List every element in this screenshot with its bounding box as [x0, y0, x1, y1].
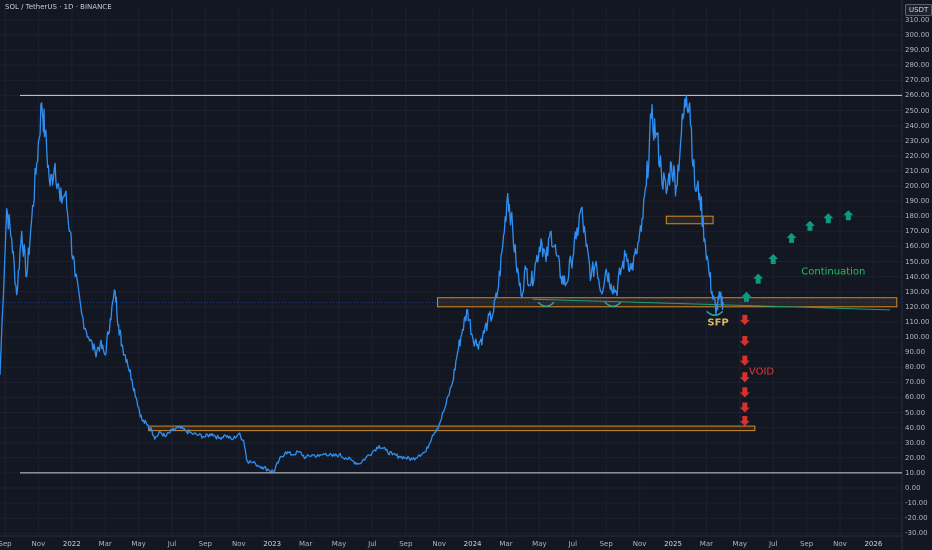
- sfp-arc: [706, 310, 724, 317]
- price-axis-label: 20.00: [905, 453, 926, 462]
- price-axis-label: 90.00: [905, 348, 926, 357]
- price-axis-label: 10.00: [905, 468, 926, 477]
- price-axis-label: 30.00: [905, 438, 926, 447]
- sfp-arc: [537, 301, 555, 308]
- time-axis-label: Nov: [432, 540, 447, 548]
- time-axis-label: May: [532, 540, 547, 548]
- time-axis-label: Sep: [799, 540, 814, 548]
- price-axis-label: 40.00: [905, 423, 926, 432]
- time-axis-label: Jul: [568, 540, 578, 548]
- price-axis-label: 150.00: [905, 257, 930, 266]
- price-axis-label: -10.00: [905, 499, 928, 508]
- time-axis-label: Nov: [31, 540, 46, 548]
- price-axis-label: 270.00: [905, 76, 930, 85]
- currency-badge[interactable]: USDT: [905, 4, 932, 16]
- price-axis-label: 230.00: [905, 136, 930, 145]
- bullish-arrow: [753, 273, 764, 284]
- price-axis-label: 300.00: [905, 31, 930, 39]
- time-axis-label: Mar: [98, 540, 112, 548]
- time-axis-label: Mar: [699, 540, 713, 548]
- time-axis-label: Nov: [231, 540, 246, 548]
- trend-line: [532, 298, 891, 311]
- price-axis-label: 250.00: [905, 106, 930, 115]
- sfp-arc: [604, 301, 622, 308]
- bearish-arrow: [739, 336, 750, 347]
- support-zone: [148, 425, 756, 432]
- sfp-label: SFP: [707, 317, 729, 329]
- time-axis-label: 2023: [263, 540, 282, 548]
- price-axis-label: 170.00: [905, 227, 930, 236]
- price-axis-label: 310.00: [905, 15, 930, 24]
- price-axis-label: 120.00: [905, 302, 930, 311]
- time-axis-label: Jul: [167, 540, 177, 548]
- time-axis-label: Mar: [298, 540, 313, 548]
- support-zone: [665, 215, 714, 225]
- bullish-arrow: [804, 220, 815, 231]
- time-axis-label: 2024: [463, 540, 482, 548]
- bullish-arrow: [741, 291, 752, 302]
- price-axis-label: 80.00: [905, 363, 926, 372]
- grid: [0, 8, 902, 536]
- price-axis-label: 290.00: [905, 46, 930, 55]
- time-axis-label: 2022: [62, 540, 81, 548]
- time-axis-label: 2026: [864, 540, 883, 548]
- time-axis-label: Jul: [368, 540, 377, 548]
- continuation-label: Continuation: [801, 266, 866, 278]
- bearish-arrow: [739, 355, 750, 366]
- price-axis-label: 220.00: [905, 151, 930, 160]
- time-axis-label: May: [732, 540, 748, 548]
- time-axis-label: Nov: [632, 540, 647, 548]
- void-label: VOID: [748, 366, 775, 378]
- bearish-arrow: [739, 416, 750, 427]
- price-axis-label: 140.00: [905, 272, 930, 281]
- bullish-arrow: [823, 213, 834, 224]
- price-axis-label: -20.00: [905, 514, 928, 523]
- time-axis-label: Sep: [399, 540, 413, 548]
- bearish-arrow: [739, 314, 750, 325]
- price-axis-label: 60.00: [905, 393, 926, 402]
- price-axis-label: 190.00: [905, 197, 930, 206]
- price-axis-label: 180.00: [905, 212, 930, 221]
- chart-title: SOL / TetherUS · 1D · BINANCE: [5, 3, 112, 11]
- price-axis-label: 100.00: [905, 333, 930, 341]
- price-axis-label: 110.00: [905, 317, 930, 326]
- price-axis-label: 280.00: [905, 61, 930, 70]
- time-axis-label: Sep: [599, 540, 613, 548]
- time-axis-label: Sep: [198, 540, 212, 548]
- bullish-arrow: [786, 232, 797, 243]
- price-axis-label: 70.00: [905, 378, 926, 387]
- bearish-arrow: [739, 402, 750, 413]
- price-axis-label: 200.00: [905, 182, 930, 190]
- support-zone: [437, 297, 898, 308]
- bullish-arrow: [768, 253, 779, 264]
- bearish-arrow: [739, 372, 750, 383]
- bearish-arrow: [739, 387, 750, 398]
- price-axis-label: -30.00: [905, 529, 928, 538]
- time-axis-label: May: [131, 540, 146, 548]
- price-axis-label: 130.00: [905, 287, 930, 296]
- price-axis-label: 50.00: [905, 408, 926, 417]
- time-axis-label: Sep: [0, 540, 12, 548]
- price-line: [0, 94, 724, 473]
- price-axis-label: 210.00: [905, 166, 930, 175]
- time-axis-label: Mar: [499, 540, 513, 548]
- bullish-arrow: [843, 210, 854, 221]
- time-axis-label: May: [331, 540, 347, 548]
- time-axis-label: Nov: [833, 540, 847, 548]
- price-axis-label: 240.00: [905, 121, 930, 130]
- price-axis-label: 160.00: [905, 242, 930, 251]
- price-axis-label: 260.00: [905, 91, 930, 100]
- price-axis-label: 0.00: [905, 484, 921, 492]
- time-axis-label: 2025: [664, 540, 682, 548]
- time-axis-label: Jul: [768, 540, 778, 548]
